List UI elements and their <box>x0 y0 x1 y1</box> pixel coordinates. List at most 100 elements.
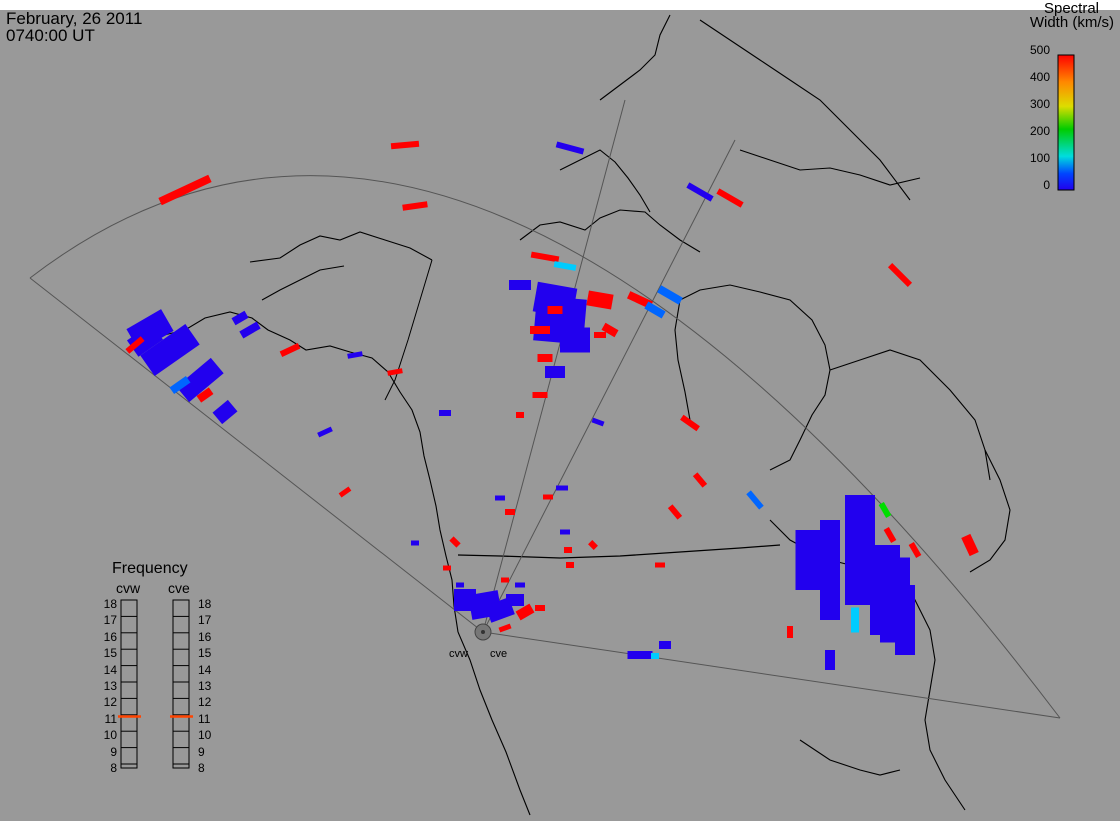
radar-echo-cell <box>908 542 922 558</box>
radar-echo-cell <box>601 322 619 338</box>
freq-tick-label: 9 <box>110 744 117 759</box>
colorbar-tick: 100 <box>1029 151 1050 165</box>
freq-tick-label: 12 <box>198 695 212 710</box>
freq-tick-label: 9 <box>198 744 205 759</box>
radar-echo-cell <box>144 313 166 331</box>
radar-echo-cell <box>825 650 835 670</box>
radar-echo-cell <box>820 520 840 620</box>
radar-echo-cell <box>543 494 553 500</box>
freq-tick-label: 13 <box>103 679 117 693</box>
radar-echo-cell <box>279 343 301 357</box>
radar-echo-cell <box>851 607 859 633</box>
radar-echo-cell <box>553 261 577 271</box>
colorbar-title-line1: Spectral <box>1043 0 1099 17</box>
radar-echo-cell <box>555 141 585 155</box>
radar-echo-cell <box>317 426 333 438</box>
colorbar <box>1057 54 1075 191</box>
radar-echo-cell <box>627 651 653 659</box>
time-label: 0740:00 UT <box>6 26 95 45</box>
colorbar-tick: 500 <box>1029 43 1050 57</box>
radar-echo-cell <box>716 188 744 208</box>
radar-echo-cell <box>564 547 572 553</box>
radar-echo-cell <box>895 585 915 655</box>
radar-echo-cell <box>746 490 764 510</box>
freq-tick-label: 14 <box>103 662 117 677</box>
radar-echo-cell <box>498 623 512 633</box>
frequency-radar-label-cve: cve <box>168 580 190 596</box>
radar-echo-cell <box>594 332 606 338</box>
radar-echo-cell <box>456 582 464 588</box>
freq-tick-label: 17 <box>198 613 212 628</box>
freq-bar-cve <box>172 599 190 769</box>
radar-echo-cell <box>655 562 665 568</box>
radar-echo-cell <box>402 201 428 211</box>
freq-tick-label: 15 <box>103 646 117 661</box>
radar-echo-cell <box>692 472 708 488</box>
radar-echo-cell <box>454 589 476 611</box>
radar-echo-cell <box>530 251 560 263</box>
radar-echo-cell <box>495 495 505 501</box>
radar-echo-cell <box>140 323 200 377</box>
radar-echo-cell <box>439 410 451 416</box>
radar-echo-cell <box>443 565 451 571</box>
radar-echo-cell <box>212 399 238 425</box>
freq-tick-label: 16 <box>103 629 117 644</box>
radar-echo-cell <box>560 327 590 353</box>
colorbar-gradient <box>1057 54 1075 191</box>
radar-echo-cell <box>680 414 700 432</box>
freq-tick-label: 16 <box>198 629 212 644</box>
colorbar-tick: 300 <box>1029 97 1050 111</box>
radar-echo-cell <box>651 653 659 659</box>
frequency-panel <box>118 599 193 769</box>
radar-echo-cell <box>338 486 352 498</box>
map-background <box>0 10 1120 821</box>
radar-echo-cell <box>591 417 605 427</box>
freq-tick-label: 8 <box>110 761 117 775</box>
radar-echo-cell <box>505 509 515 515</box>
colorbar-title-line2: Width (km/s) <box>1029 14 1114 31</box>
radar-echo-cell <box>501 577 509 583</box>
radar-echo-cell <box>509 280 531 290</box>
radar-echo-cell <box>667 504 683 520</box>
radar-echo-cell <box>532 392 548 398</box>
radar-echo-cell <box>566 562 574 568</box>
radar-echo-cell <box>686 182 714 202</box>
colorbar-tick: 0 <box>1043 178 1050 192</box>
freq-tick-label: 13 <box>198 679 212 693</box>
radar-echo-cell <box>556 485 568 491</box>
freq-tick-label: 10 <box>198 728 212 743</box>
radar-echo-cell <box>657 285 683 305</box>
radar-echo-cell <box>560 529 570 535</box>
radar-echo-cell <box>387 368 403 376</box>
radar-echo-cell <box>878 502 892 518</box>
radar-echo-cell <box>644 301 666 319</box>
radar-echo-cell <box>176 357 224 403</box>
date-label: February, 26 2011 <box>6 9 143 28</box>
radar-label-cvw: cvw <box>449 648 468 660</box>
radar-echo-cell <box>547 306 563 314</box>
frequency-title: Frequency <box>112 560 188 577</box>
radar-echo-cell <box>231 310 249 326</box>
radar-echo-cell <box>961 533 979 557</box>
radar-echo-cell <box>196 387 214 403</box>
radar-echo-cell <box>588 540 598 550</box>
radar-echo-cell <box>586 290 614 310</box>
radar-echo-cell <box>883 527 897 543</box>
freq-tick-label: 11 <box>198 711 211 726</box>
radar-echo-cell <box>887 262 913 288</box>
radar-echo-cell <box>787 626 793 638</box>
freq-tick-label: 14 <box>198 662 212 677</box>
colorbar-tick: 400 <box>1029 70 1050 84</box>
radar-echo-cell <box>239 321 261 339</box>
radar-echo-cell <box>411 540 419 546</box>
radar-echo-cell <box>795 530 821 590</box>
colorbar-tick: 200 <box>1029 124 1050 138</box>
radar-echo-cell <box>506 594 524 606</box>
freq-tick-label: 15 <box>198 646 212 661</box>
freq-tick-label: 10 <box>103 728 117 743</box>
freq-bar-cvw <box>120 599 138 769</box>
frequency-radar-label-cvw: cvw <box>116 580 141 596</box>
freq-tick-label: 11 <box>104 711 117 726</box>
radar-echo-cell <box>516 412 524 418</box>
